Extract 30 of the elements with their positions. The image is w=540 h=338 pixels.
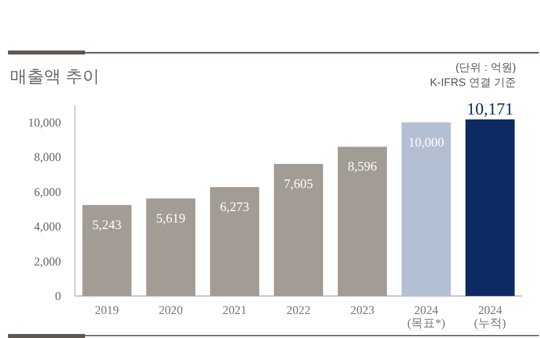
x-tick-label: 2022 [286, 303, 310, 317]
bar [82, 204, 132, 296]
bar [338, 146, 387, 296]
bar [274, 164, 324, 296]
text: (단위 : 억원) [456, 62, 516, 74]
data-label: 8,596 [348, 158, 378, 174]
data-label: 6,273 [220, 199, 250, 214]
bar [402, 122, 451, 296]
data-label: 7,605 [284, 176, 314, 191]
data-label: 10,171 [466, 99, 514, 118]
x-tick-label: 2021 [222, 303, 247, 317]
bar [146, 198, 196, 296]
y-tick-label: 10,000 [28, 115, 61, 130]
data-label: 5,619 [156, 210, 186, 226]
bar [465, 119, 515, 296]
y-tick-label: 4,000 [34, 220, 61, 234]
text: K-IFRS 연결 기준 [430, 77, 516, 89]
x-tick-label: 2024 (목표*) [407, 303, 446, 330]
x-tick-label: 2020 [158, 303, 183, 317]
bar [210, 187, 260, 296]
x-tick-label: 2024 (누적) [474, 303, 506, 330]
data-label: 10,000 [408, 134, 444, 150]
title: 매출액 추이 [10, 67, 100, 86]
y-tick-label: 8,000 [34, 150, 61, 164]
y-tick-label: 2,000 [34, 254, 61, 268]
y-tick-label: 6,000 [34, 184, 61, 199]
y-tick-label: 0 [55, 289, 61, 303]
x-tick-label: 2019 [94, 303, 119, 317]
data-label: 5,243 [92, 216, 122, 232]
x-tick-label: 2023 [350, 303, 374, 317]
